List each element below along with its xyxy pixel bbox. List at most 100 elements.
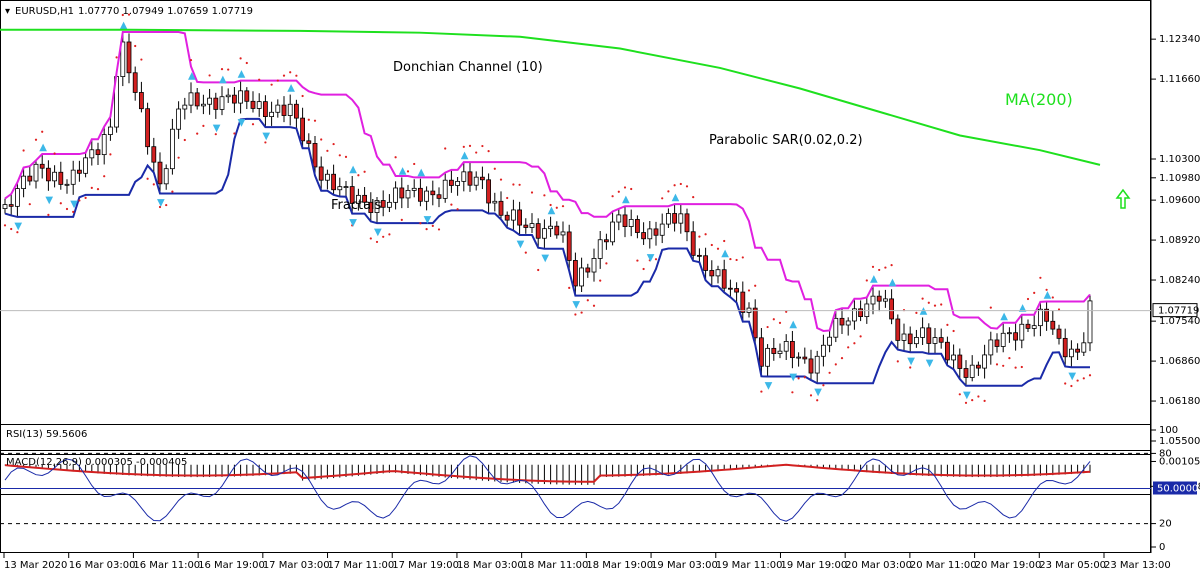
psar-dot <box>419 222 422 225</box>
psar-dot <box>233 132 236 135</box>
psar-dot <box>382 235 385 238</box>
price-axis-label: 1.06180 <box>1159 396 1200 407</box>
psar-dot <box>952 329 955 333</box>
ma200-line <box>0 28 1101 166</box>
candle-body <box>548 225 553 230</box>
psar-dot <box>574 313 577 316</box>
psar-dot <box>41 130 44 133</box>
candle-body <box>21 175 27 189</box>
psar-dot <box>896 360 899 363</box>
psar-dot <box>977 395 980 398</box>
psar-dot <box>654 258 658 261</box>
psar-dot <box>568 286 571 289</box>
psar-dot <box>1020 365 1023 369</box>
candle-body <box>207 97 213 105</box>
psar-dot <box>313 119 317 122</box>
candle-body <box>796 356 801 359</box>
psar-dot <box>989 306 992 309</box>
candle-body <box>510 209 516 221</box>
psar-dot <box>778 321 782 324</box>
price-axis-label: 1.10300 <box>1159 154 1200 165</box>
candle-body <box>300 117 306 142</box>
candle-body <box>52 171 57 182</box>
candle-body <box>132 72 138 93</box>
psar-dot <box>599 279 602 282</box>
candle-body <box>635 219 640 233</box>
psar-dot <box>723 239 726 243</box>
psar-dot <box>828 371 831 374</box>
candle-body <box>1056 328 1062 339</box>
candle-body <box>256 101 262 109</box>
rsi-label: RSI(13) 59.5606 <box>6 429 87 440</box>
candle-body <box>275 104 281 113</box>
candle-body <box>523 224 529 228</box>
psar-dot <box>251 123 255 126</box>
candle-body <box>765 347 770 367</box>
psar-dot <box>878 268 881 272</box>
price-axis-label: 1.12340 <box>1159 34 1200 45</box>
psar-dot <box>59 202 62 205</box>
candle-body <box>287 103 293 116</box>
psar-dot <box>822 384 825 387</box>
psar-dot <box>481 144 484 148</box>
candle-body <box>616 214 622 223</box>
psar-dot <box>1057 308 1061 311</box>
macd-label: MACD(12,26,9) 0.000305 -0.000405 <box>6 457 187 468</box>
candle-body <box>653 228 659 236</box>
candle-body <box>839 317 845 326</box>
price-panel: 1.12340 1.11660 1.10980 1.10300 1.09600 1.089… <box>0 13 1200 447</box>
fractal-up-icon: ▲ <box>1019 303 1027 314</box>
price-panel-frame <box>0 0 1151 451</box>
psar-dot <box>1033 291 1036 294</box>
psar-dot <box>1002 364 1005 367</box>
candle-body <box>752 307 758 339</box>
candle-body <box>628 219 634 227</box>
candle-body <box>430 190 436 196</box>
psar-dot <box>642 267 645 271</box>
candle-body <box>238 90 244 104</box>
psar-dot <box>834 363 837 366</box>
candle-body <box>566 231 572 261</box>
psar-dot <box>65 207 69 211</box>
candle-body <box>659 223 665 236</box>
candle-body <box>157 161 163 185</box>
psar-dot <box>270 83 273 86</box>
psar-dot <box>320 138 323 141</box>
candle-body <box>312 143 318 168</box>
psar-dot <box>189 58 193 62</box>
candle-body <box>331 173 337 191</box>
candle-body <box>138 92 144 110</box>
candle-body <box>666 213 671 225</box>
price-axis-label: 1.05500 <box>1159 436 1200 447</box>
candle-body <box>622 214 628 227</box>
psar-dot <box>468 144 472 147</box>
candle-body <box>870 295 876 305</box>
time-axis-label: 17 Mar 11:00 <box>328 560 395 571</box>
candle-body <box>405 190 411 199</box>
time-axis-label: 13 Mar 2020 <box>4 560 67 571</box>
candle-body <box>554 225 560 236</box>
psar-dot <box>623 186 627 189</box>
candle-body <box>585 267 591 273</box>
rsi-axis-label: 100 <box>1159 425 1178 436</box>
psar-dot <box>1045 288 1048 291</box>
psar-dot <box>797 377 800 380</box>
fractal-down-icon: ▼ <box>157 197 165 208</box>
psar-dot <box>121 13 124 17</box>
candle-body <box>269 111 275 118</box>
price-axis-label: 1.08920 <box>1159 235 1200 246</box>
candle-body <box>442 179 448 199</box>
chart-menu-icon[interactable]: ▾ <box>5 6 10 17</box>
psar-dot <box>369 237 372 240</box>
psar-dot <box>1051 296 1054 299</box>
fractal-up-icon: ▲ <box>721 248 729 259</box>
candle-body <box>58 171 64 185</box>
fractal-down-icon: ▼ <box>647 253 655 264</box>
candle-body <box>1044 308 1049 322</box>
psar-dot <box>202 124 205 127</box>
candle-body <box>876 295 882 302</box>
candle-body <box>827 336 832 346</box>
price-axis-label: 1.09600 <box>1159 195 1200 206</box>
fractal-down-icon: ▼ <box>238 117 246 128</box>
